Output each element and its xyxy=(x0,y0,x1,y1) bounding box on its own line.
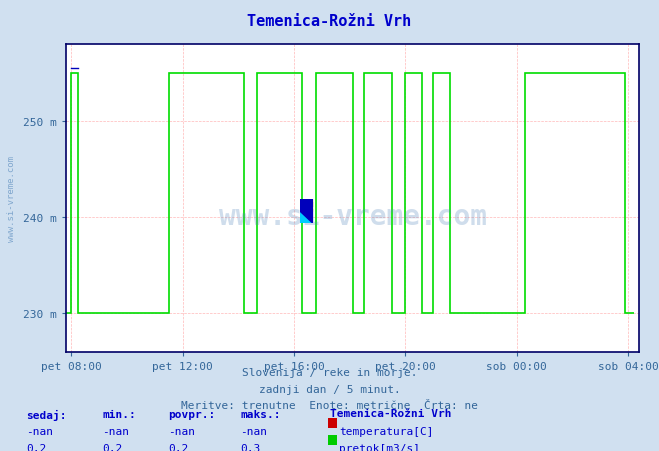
Text: 0,2: 0,2 xyxy=(168,443,188,451)
Text: zadnji dan / 5 minut.: zadnji dan / 5 minut. xyxy=(258,384,401,394)
Text: 0,3: 0,3 xyxy=(241,443,261,451)
Text: www.si-vreme.com: www.si-vreme.com xyxy=(219,203,486,231)
Text: -nan: -nan xyxy=(26,426,53,436)
Text: povpr.:: povpr.: xyxy=(168,409,215,419)
Text: -nan: -nan xyxy=(168,426,195,436)
Text: Meritve: trenutne  Enote: metrične  Črta: ne: Meritve: trenutne Enote: metrične Črta: … xyxy=(181,400,478,410)
Text: sedaj:: sedaj: xyxy=(26,409,67,420)
Text: pretok[m3/s]: pretok[m3/s] xyxy=(339,443,420,451)
Text: temperatura[C]: temperatura[C] xyxy=(339,426,434,436)
Bar xyxy=(300,200,312,212)
Text: Temenica-Rožni Vrh: Temenica-Rožni Vrh xyxy=(330,408,451,418)
Polygon shape xyxy=(300,212,312,223)
Text: Temenica-Rožni Vrh: Temenica-Rožni Vrh xyxy=(247,14,412,29)
Text: maks.:: maks.: xyxy=(241,409,281,419)
Text: -nan: -nan xyxy=(241,426,268,436)
Text: min.:: min.: xyxy=(102,409,136,419)
Text: Slovenija / reke in morje.: Slovenija / reke in morje. xyxy=(242,368,417,377)
Text: 0,2: 0,2 xyxy=(102,443,123,451)
Text: www.si-vreme.com: www.si-vreme.com xyxy=(7,156,16,241)
Text: 0,2: 0,2 xyxy=(26,443,47,451)
Text: -nan: -nan xyxy=(102,426,129,436)
Polygon shape xyxy=(300,200,312,223)
